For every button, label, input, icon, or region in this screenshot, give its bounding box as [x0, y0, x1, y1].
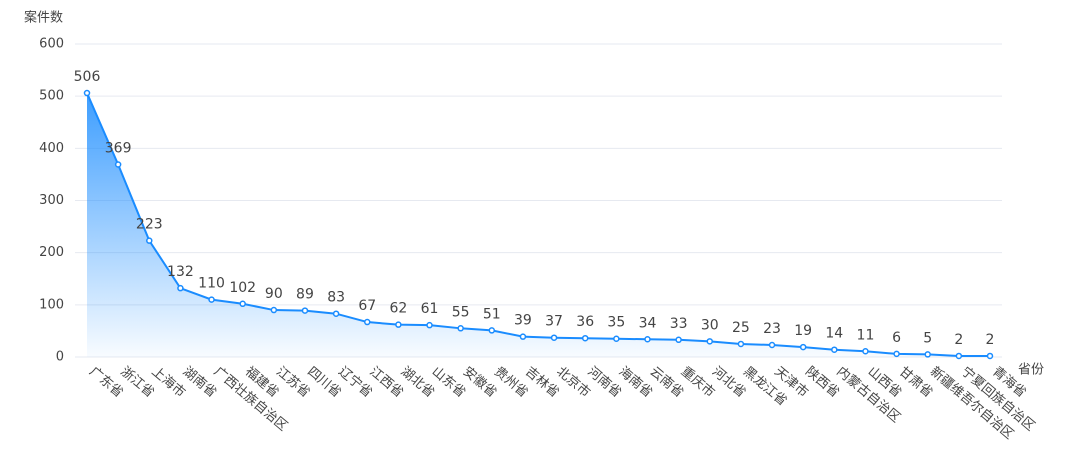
data-label: 89: [296, 287, 314, 303]
data-label: 102: [229, 280, 256, 296]
point: [332, 310, 340, 317]
x-tick-label: 河北省: [709, 364, 749, 401]
point: [924, 351, 931, 358]
y-tick-label: 400: [39, 141, 64, 156]
point: [239, 300, 246, 308]
point: [768, 341, 776, 349]
x-tick-label: 湖北省: [398, 364, 438, 401]
point: [893, 350, 900, 358]
x-tick-label: 辽宁省: [335, 363, 375, 400]
area: [87, 93, 990, 357]
data-label: 67: [358, 298, 376, 314]
data-label: 37: [545, 314, 563, 330]
data-label: 223: [136, 217, 163, 233]
point: [737, 340, 745, 348]
point: [675, 336, 682, 344]
x-tick-label: 陕西省: [802, 364, 842, 401]
y-tick-label: 100: [39, 297, 64, 312]
x-tick-label: 山东省: [429, 364, 469, 401]
data-label: 35: [607, 315, 625, 331]
point: [706, 338, 714, 345]
data-label: 19: [794, 323, 812, 339]
point: [799, 343, 807, 351]
y-axis-label: 案件数: [24, 11, 63, 26]
data-label: 369: [105, 141, 132, 157]
point: [83, 89, 91, 97]
x-tick-label: 重庆市: [678, 363, 718, 400]
data-label: 61: [421, 301, 439, 317]
data-label: 90: [265, 286, 283, 302]
data-label: 30: [701, 317, 719, 333]
x-axis-label: 省份: [1018, 363, 1044, 378]
x-tick-label: 贵州省: [491, 364, 531, 401]
data-label: 25: [732, 320, 750, 336]
point: [363, 318, 371, 326]
point: [519, 333, 527, 340]
y-tick-label: 600: [39, 37, 64, 52]
data-label: 36: [576, 314, 594, 330]
data-label: 110: [198, 276, 225, 292]
data-label: 23: [763, 321, 781, 337]
line: [86, 92, 990, 357]
y-tick-label: 0: [56, 350, 64, 365]
point: [831, 346, 838, 353]
x-tick-label: 甘肃省: [896, 364, 936, 401]
data-label: 132: [167, 264, 194, 280]
point: [550, 334, 558, 341]
x-tick-label: 浙江省: [117, 364, 157, 401]
data-label: 83: [327, 290, 345, 306]
data-label: 6: [892, 330, 901, 346]
point: [986, 352, 994, 360]
data-label: 506: [74, 69, 101, 85]
y-tick-label: 200: [39, 245, 64, 260]
data-label: 34: [639, 315, 657, 331]
point: [146, 237, 153, 244]
x-tick-label: 海南省: [616, 363, 656, 400]
point: [457, 325, 464, 332]
x-tick-label: 江西省: [366, 364, 406, 401]
point: [270, 306, 278, 314]
data-label: 11: [857, 327, 875, 343]
data-label: 33: [670, 316, 688, 332]
point: [426, 321, 433, 329]
x-tick-label: 北京市: [553, 363, 593, 400]
point: [613, 335, 620, 342]
data-label: 2: [986, 332, 995, 348]
point: [208, 296, 215, 303]
data-label: 14: [825, 326, 843, 342]
x-tick-label: 云南省: [647, 363, 687, 400]
point: [581, 334, 589, 342]
x-tick-label: 四川省: [304, 364, 344, 401]
y-tick-label: 500: [39, 89, 64, 104]
point: [488, 327, 496, 334]
data-label: 55: [452, 304, 470, 320]
point: [177, 284, 184, 292]
x-tick-label: 河南省: [584, 363, 624, 400]
point: [862, 348, 869, 355]
point: [301, 307, 309, 314]
point: [644, 336, 651, 343]
data-label: 51: [483, 306, 501, 322]
x-tick-label: 上海市: [148, 363, 188, 400]
x-tick-label: 江苏省: [273, 363, 313, 400]
x-tick-label: 安徽省: [460, 364, 500, 401]
data-label: 62: [389, 301, 407, 317]
data-label: 39: [514, 313, 532, 329]
data-label: 5: [923, 330, 932, 346]
data-label: 2: [954, 332, 963, 348]
point: [114, 161, 122, 168]
x-tick-label: 广东省: [86, 364, 126, 401]
x-tick-label: 吉林省: [522, 364, 562, 401]
y-tick-label: 300: [39, 193, 64, 208]
x-tick-label: 湖南省: [180, 363, 220, 400]
point: [395, 321, 402, 328]
point: [955, 352, 963, 360]
